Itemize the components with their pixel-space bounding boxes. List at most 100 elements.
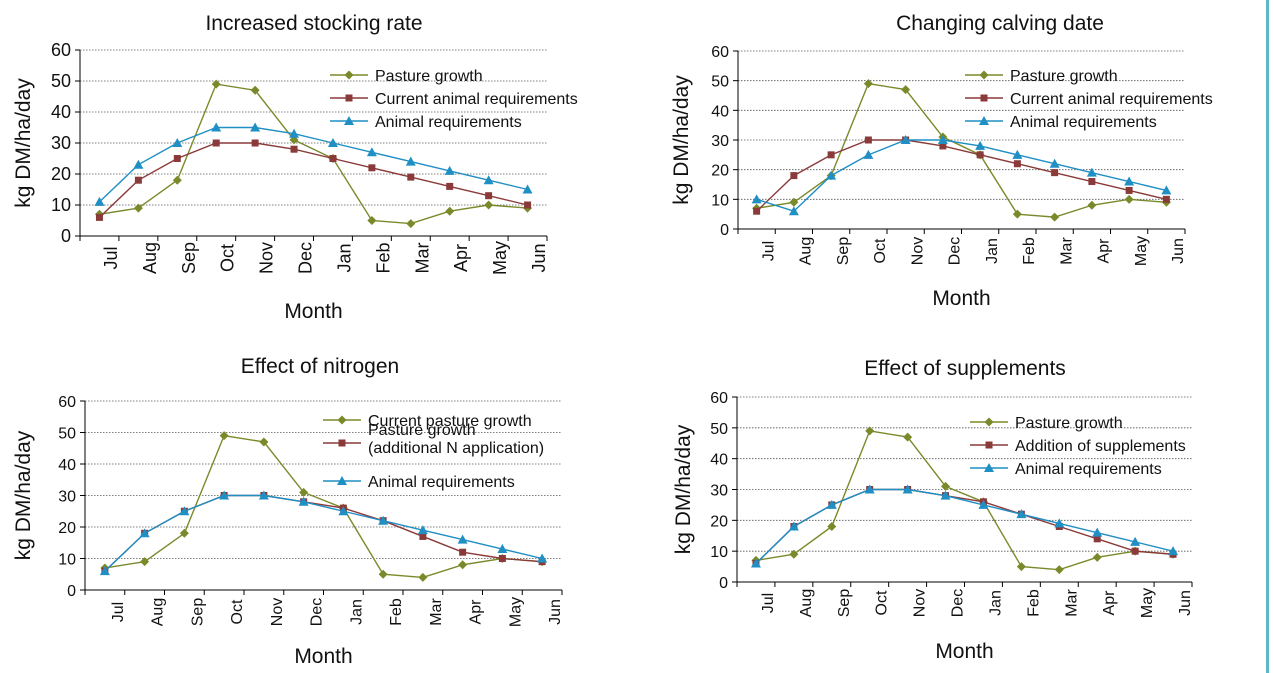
data-point	[1054, 565, 1064, 575]
x-tick-label: Sep	[189, 598, 206, 627]
data-point	[172, 138, 183, 147]
y-tick-label: 30	[58, 489, 76, 506]
y-tick-label: 60	[51, 40, 71, 60]
x-tick-label: Feb	[373, 242, 393, 273]
x-tick-label: Oct	[229, 599, 246, 624]
x-tick-label: Aug	[798, 237, 815, 265]
y-tick-label: 60	[58, 394, 76, 411]
legend-swatch-marker	[984, 463, 994, 472]
data-point	[789, 549, 799, 559]
series-line	[104, 494, 543, 572]
data-point	[405, 156, 416, 166]
data-point	[1049, 158, 1060, 168]
data-point	[483, 175, 494, 185]
x-tick-label: Mar	[412, 242, 432, 273]
data-point	[1012, 149, 1023, 159]
data-point	[941, 481, 951, 491]
data-point	[788, 206, 799, 216]
data-point	[1161, 185, 1172, 195]
y-tick-label: 20	[710, 513, 728, 530]
data-point	[751, 194, 762, 204]
x-tick-label: May	[507, 597, 524, 627]
y-tick-label: 50	[710, 421, 728, 438]
data-point	[1125, 186, 1133, 194]
legend-swatch-marker	[985, 441, 993, 449]
data-point	[1088, 178, 1096, 186]
data-point	[219, 490, 230, 500]
data-point	[133, 203, 143, 213]
chart-title: Changing calving date	[896, 12, 1104, 35]
data-point	[865, 426, 875, 436]
x-tick-label: Jun	[1177, 590, 1194, 616]
data-point	[863, 149, 874, 159]
data-point	[900, 135, 911, 144]
data-point	[498, 555, 506, 562]
data-point	[1130, 536, 1141, 546]
data-point	[978, 499, 989, 509]
data-point	[901, 85, 911, 95]
x-tick-label: Nov	[909, 237, 926, 265]
x-tick-label: Sep	[835, 237, 852, 266]
data-point	[864, 136, 872, 144]
y-tick-label: 50	[51, 71, 71, 91]
x-tick-label: Apr	[1101, 590, 1118, 616]
data-point	[338, 506, 349, 516]
y-tick-label: 40	[710, 452, 728, 469]
x-tick-label: Nov	[257, 242, 277, 274]
y-tick-label: 10	[58, 552, 76, 569]
legend-swatch-marker	[344, 70, 354, 80]
data-point	[1124, 194, 1134, 204]
legend-label: Animal requirements	[1010, 114, 1157, 131]
x-tick-label: Oct	[872, 238, 889, 263]
x-tick-label: Jul	[101, 246, 121, 269]
legend-label: Pasture growth	[368, 422, 476, 439]
chart-title: Effect of supplements	[864, 357, 1066, 380]
data-point	[251, 139, 259, 147]
data-point	[1012, 209, 1022, 219]
chart-svg: Increased stocking rate 0 10 20 30 40 50 60 Jul A…	[12, 12, 578, 323]
data-point	[368, 164, 376, 172]
data-point	[863, 79, 873, 89]
legend-swatch-marker	[338, 439, 346, 447]
data-point	[445, 206, 455, 216]
chart-effect-of-nitrogen: Effect of nitrogen 0 10 20 30 40 50 60 Jul Aug Sep…	[0, 345, 630, 673]
data-point	[172, 175, 182, 185]
data-point	[446, 182, 454, 190]
data-point	[457, 534, 468, 544]
y-tick-label: 20	[711, 163, 729, 180]
x-tick-label: Dec	[309, 598, 326, 626]
data-point	[211, 122, 222, 132]
data-point	[289, 128, 300, 138]
data-point	[378, 515, 389, 525]
data-point	[378, 569, 388, 579]
x-tick-label: Apr	[1096, 238, 1113, 264]
y-tick-label: 10	[710, 544, 728, 561]
data-point	[290, 145, 298, 153]
data-point	[975, 140, 986, 150]
data-point	[219, 431, 229, 441]
chart-title: Effect of nitrogen	[241, 355, 399, 378]
y-tick-label: 60	[711, 44, 729, 61]
x-tick-label: Sep	[836, 589, 853, 618]
y-tick-label: 30	[51, 133, 71, 153]
data-point	[522, 184, 533, 194]
data-point	[366, 147, 377, 157]
y-tick-label: 50	[711, 74, 729, 91]
legend-swatch-marker	[337, 415, 347, 425]
legend-swatch-marker	[337, 476, 347, 485]
data-point	[1168, 546, 1179, 556]
x-tick-label: Jul	[760, 241, 777, 261]
y-tick-label: 0	[67, 583, 76, 600]
data-point	[497, 544, 508, 554]
x-tick-label: Nov	[269, 598, 286, 626]
data-point	[1162, 195, 1170, 203]
y-tick-label: 30	[711, 133, 729, 150]
chart-svg: Effect of supplements 0 10 20 30 40 50 60 Jul Aug…	[672, 357, 1194, 663]
data-point	[826, 499, 837, 509]
x-axis-title: Month	[935, 640, 993, 663]
series-line	[756, 82, 1167, 218]
data-point	[827, 522, 837, 531]
data-point	[524, 201, 532, 209]
data-point	[212, 139, 220, 147]
data-point	[419, 532, 427, 540]
